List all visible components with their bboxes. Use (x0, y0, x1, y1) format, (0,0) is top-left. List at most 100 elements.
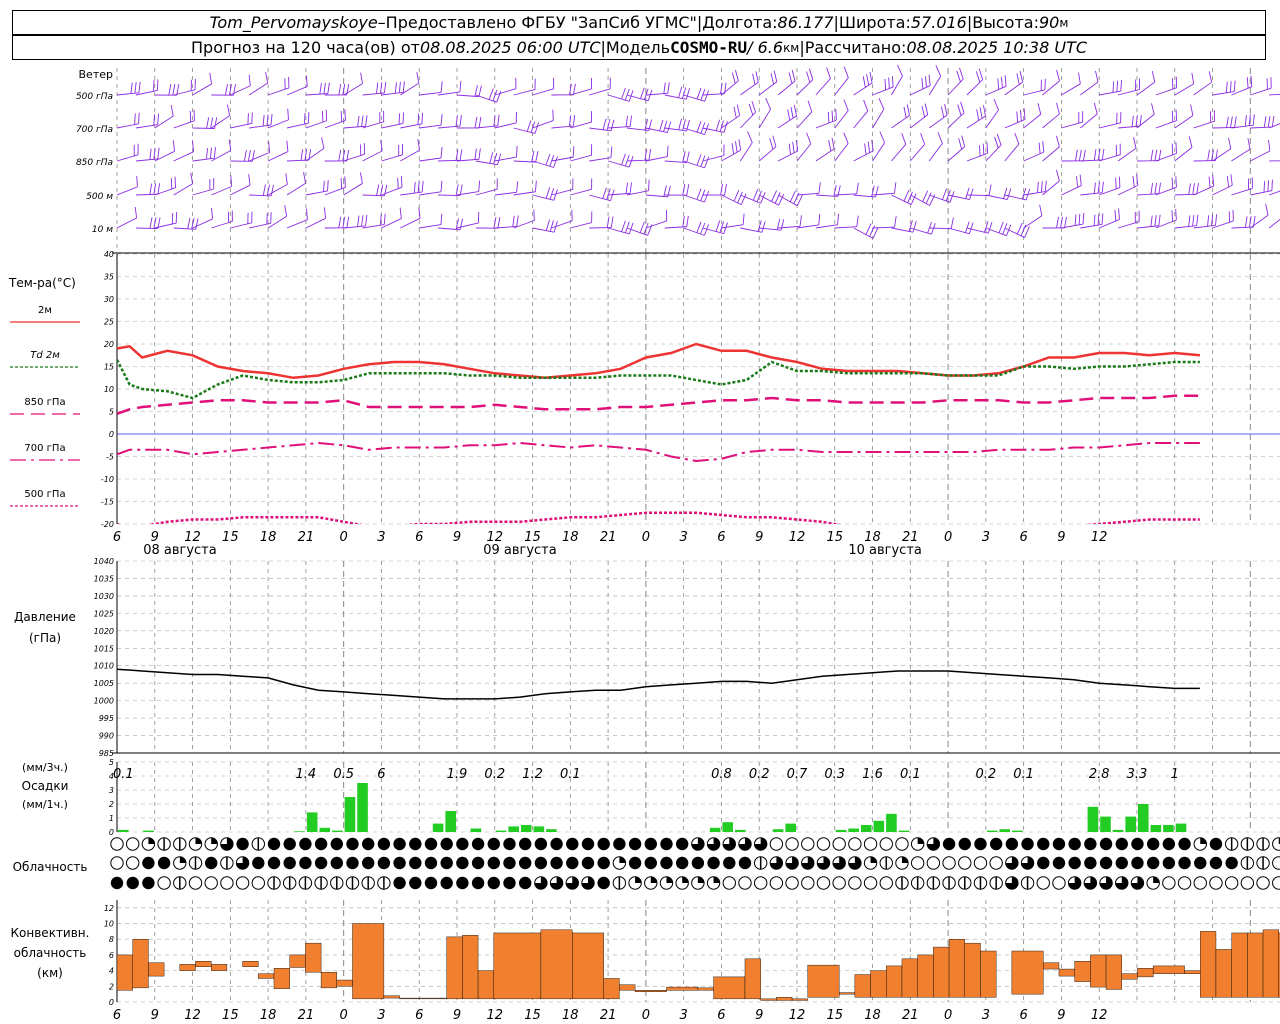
cloud-overcast (518, 876, 532, 890)
conv-bar (1043, 962, 1060, 970)
cloud-symbol (1209, 856, 1223, 870)
cloud-symbol (910, 856, 925, 870)
wind-barb-shaft (815, 78, 831, 96)
wind-barb-feather (960, 101, 965, 113)
wind-barb-feather (968, 222, 974, 234)
wind-barb-feather (733, 106, 737, 118)
wind-barb-feather (1208, 71, 1213, 83)
cloud-quarter (697, 876, 705, 883)
wind-barb-shaft (645, 92, 668, 96)
cloud-symbol (299, 856, 312, 870)
wind-barb-feather (342, 149, 346, 161)
cloud-three-quarter (927, 837, 940, 851)
wind-barb-shaft (1250, 214, 1269, 229)
cloud-symbol (723, 856, 736, 870)
wind-barb-feather (647, 89, 653, 102)
wind-barb-feather (771, 190, 778, 202)
cloud-overcast (1162, 856, 1176, 870)
cloud-symbol (769, 876, 784, 890)
wind-barb-feather (869, 225, 875, 237)
wind-barb-feather (752, 73, 756, 85)
precip-bar (1087, 806, 1099, 832)
wind-barb-feather (602, 118, 607, 130)
conv-bar (619, 984, 636, 991)
wind-barb-shaft (1212, 148, 1232, 162)
wind-barb-feather (704, 156, 710, 169)
latitude-label: Широта: (838, 13, 911, 32)
wind-barb-feather (1188, 136, 1193, 148)
wind-barb-shaft (230, 222, 252, 229)
title-separator: | (696, 13, 703, 32)
conv-bar (1278, 932, 1280, 998)
wind-barb-shaft (362, 150, 383, 162)
wind-barb-feather (545, 219, 551, 231)
calc-time: 08.08.2025 10:38 UTC (906, 38, 1087, 57)
conv-bar (791, 998, 808, 1001)
cloud-symbol (1224, 837, 1239, 851)
wind-barb-shaft (702, 155, 724, 162)
cloud-symbol (346, 837, 359, 851)
wind-barb-feather (1226, 116, 1229, 128)
cloud-symbol (581, 876, 595, 890)
conv-bar (776, 997, 793, 1001)
y-tick-label-left: 8 (109, 935, 114, 944)
wind-barb-shaft (1080, 192, 1103, 196)
cloud-overcast (1037, 856, 1050, 870)
conv-bar (258, 973, 275, 979)
wind-barb-shaft (305, 190, 328, 196)
wind-barb-feather (553, 156, 558, 168)
wind-barb-shaft (1155, 120, 1177, 129)
wind-barb-feather (1093, 102, 1098, 115)
wind-barb-feather (724, 183, 728, 196)
cloud-symbol (456, 856, 469, 870)
cloud-circle (110, 837, 124, 851)
conv-bar (603, 978, 620, 1000)
cloud-circle (895, 837, 909, 851)
cloud-overcast (236, 837, 249, 851)
cloud-symbol (1272, 837, 1280, 851)
cloud-overcast (1162, 837, 1176, 851)
wind-barb-feather (157, 147, 160, 160)
hour-label: 9 (755, 530, 763, 545)
cloud-symbol (1099, 856, 1113, 870)
wind-barb-feather (924, 76, 928, 88)
wind-barb-feather (843, 132, 849, 144)
cloud-circle (1177, 876, 1192, 890)
conv-bar (1152, 965, 1185, 974)
cloud-symbol (204, 837, 218, 851)
hour-label: 6 (415, 530, 423, 545)
cloud-circle (157, 876, 171, 890)
wind-barb-feather (625, 221, 630, 233)
wind-barb-feather (1207, 215, 1210, 227)
y-tick-label-left: 0 (109, 430, 114, 439)
cloud-symbol (1240, 837, 1255, 851)
precip-bar (495, 830, 507, 832)
wind-barb-feather (1079, 174, 1082, 186)
wind-barb-feather (696, 121, 702, 133)
cloud-overcast (299, 837, 312, 851)
wind-barb-shaft (173, 151, 194, 162)
cloud-symbol (1130, 876, 1145, 890)
conv-unit: (км) (37, 966, 63, 980)
cloud-symbol (613, 837, 626, 851)
cloud-symbol (440, 856, 453, 870)
cloud-symbol (204, 876, 218, 890)
cloud-circle (1240, 876, 1255, 890)
hour-label: 3 (680, 530, 688, 545)
wind-barb-feather (1002, 223, 1008, 235)
cloud-circle (769, 876, 784, 890)
cloud-overcast (393, 856, 406, 870)
wind-barb-shaft (1174, 115, 1194, 129)
wind-barb-shaft (891, 194, 912, 205)
wind-barb-shaft (1136, 81, 1156, 96)
precip-bar (1012, 830, 1023, 832)
wind-barb-feather (149, 183, 153, 195)
cloud-symbol (282, 876, 297, 890)
wind-barb-feather (1271, 179, 1273, 191)
wind-barb-feather (871, 185, 875, 197)
wind-barb-feather (134, 82, 137, 94)
wind-barb-feather (545, 187, 551, 199)
conv-title: облачность (14, 946, 87, 960)
wind-barb-feather (715, 220, 721, 232)
